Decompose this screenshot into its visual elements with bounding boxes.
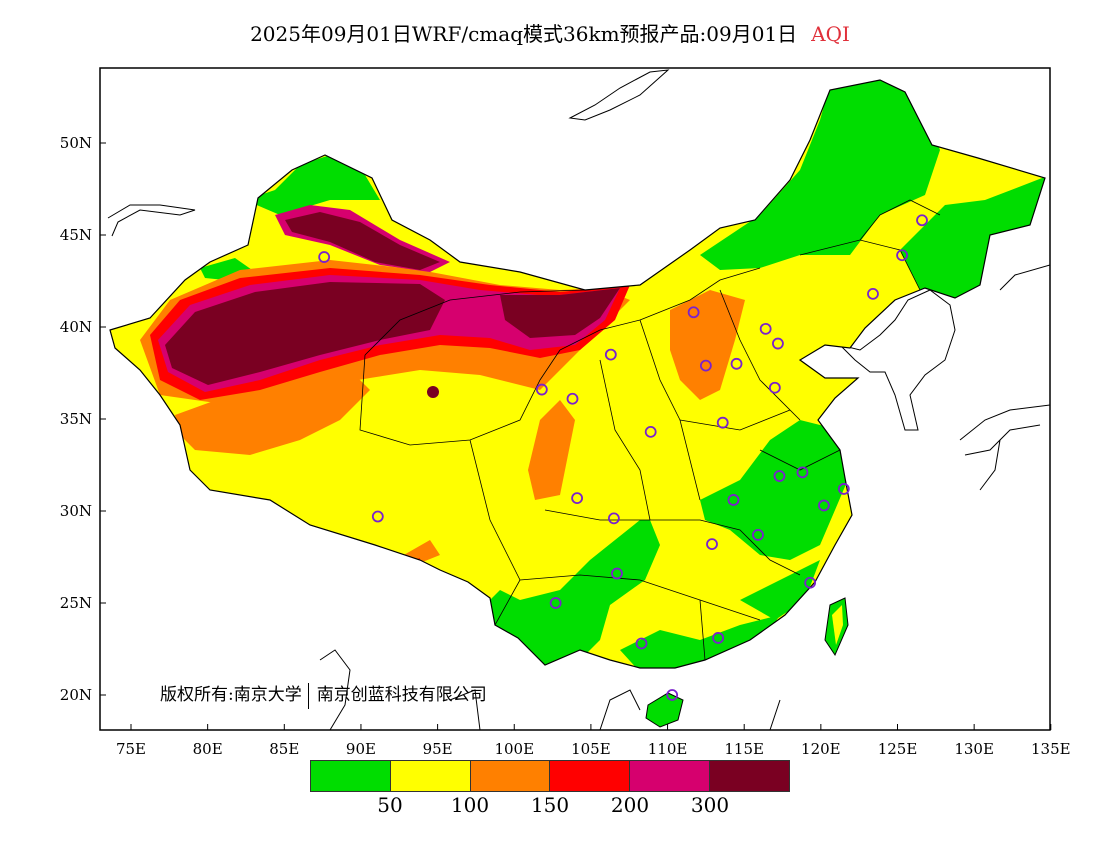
- station-marker: [759, 322, 772, 335]
- map-title: 2025年09月01日WRF/cmaq模式36km预报产品:09月01日 AQI: [0, 18, 1100, 47]
- lat-tick-label: 20N: [60, 686, 92, 704]
- legend-label-2: 100: [450, 793, 490, 817]
- copyright-company: 南京创蓝科技有限公司: [316, 685, 487, 705]
- station-marker: [727, 494, 740, 506]
- station-marker: [867, 287, 879, 300]
- legend-label-1: 50: [377, 793, 403, 817]
- lat-tick-label: 30N: [60, 502, 92, 520]
- legend-label-4: 200: [610, 793, 650, 817]
- green-northwest: [245, 155, 380, 215]
- lat-tick-label: 35N: [60, 410, 92, 428]
- station-marker: [604, 348, 617, 361]
- lon-tick-label: 90E: [346, 740, 376, 758]
- lon-tick-label: 105E: [571, 740, 611, 758]
- station-marker: [549, 597, 562, 609]
- latitude-axis: 50N 45N 40N 35N 30N 25N 20N: [60, 134, 106, 704]
- legend-box-3: [470, 761, 551, 791]
- legend-box-1: [311, 761, 391, 791]
- legend-label-3: 150: [530, 793, 570, 817]
- title-variable: AQI: [811, 22, 850, 46]
- lat-tick-label: 25N: [60, 594, 92, 612]
- station-marker: [666, 689, 679, 701]
- maroon-tarim: [165, 282, 445, 385]
- station-marker: [837, 483, 850, 495]
- station-marker: [687, 306, 700, 319]
- longitude-axis: 75E 80E 85E 90E 95E 100E 105E 110E 115E 120E 125E 1…: [116, 724, 1071, 758]
- orange-central: [528, 400, 575, 500]
- green-northeast: [700, 80, 940, 270]
- station-marker: [371, 510, 384, 523]
- orange-north-central: [670, 290, 745, 400]
- legend-box-6: [710, 761, 789, 791]
- lon-tick-label: 125E: [878, 740, 918, 758]
- station-marker: [818, 499, 830, 512]
- copyright-notice: 版权所有:南京大学 南京创蓝科技有限公司: [160, 680, 487, 709]
- station-marker: [535, 383, 548, 396]
- station-marker: [566, 392, 579, 405]
- green-east: [700, 420, 852, 560]
- station-marker: [716, 416, 729, 429]
- maroon-gobi: [500, 288, 620, 338]
- station-marker: [699, 359, 712, 372]
- lon-tick-label: 115E: [724, 740, 764, 758]
- taiwan-yellow: [832, 605, 843, 645]
- green-south: [620, 615, 780, 668]
- station-marker: [607, 512, 620, 525]
- aqi-legend-bar: [310, 760, 790, 792]
- lon-tick-label: 80E: [193, 740, 223, 758]
- station-markers: [318, 214, 928, 701]
- station-marker: [611, 567, 623, 580]
- china-border: [109, 79, 1046, 669]
- station-marker: [804, 576, 817, 589]
- lon-tick-label: 100E: [494, 740, 534, 758]
- copyright-prefix: 版权所有:南京大学: [160, 685, 302, 705]
- lat-tick-label: 40N: [60, 318, 92, 336]
- station-marker: [768, 381, 781, 394]
- title-main: 2025年09月01日WRF/cmaq模式36km预报产品:09月01日: [250, 22, 798, 46]
- legend-label-5: 300: [690, 793, 730, 817]
- lon-tick-label: 120E: [801, 740, 841, 758]
- station-marker: [916, 214, 928, 227]
- green-southwest: [470, 520, 660, 668]
- station-marker: [318, 251, 331, 263]
- coastlines: [107, 69, 1050, 730]
- station-marker: [752, 529, 764, 541]
- province-borders: [359, 199, 941, 661]
- station-marker: [896, 249, 908, 262]
- copyright-separator: [307, 682, 309, 709]
- lon-tick-label: 95E: [423, 740, 453, 758]
- station-marker: [712, 632, 725, 644]
- station-marker: [773, 470, 786, 482]
- station-marker: [796, 466, 809, 479]
- legend-box-4: [550, 761, 631, 791]
- orange-tibet-north: [175, 370, 370, 455]
- lon-tick-label: 130E: [954, 740, 994, 758]
- lat-tick-label: 45N: [60, 226, 92, 244]
- lon-tick-label: 75E: [116, 740, 146, 758]
- station-marker: [644, 425, 657, 438]
- lat-tick-label: 50N: [60, 134, 92, 152]
- legend-box-2: [390, 761, 471, 791]
- station-marker: [730, 357, 743, 370]
- station-marker: [706, 538, 718, 551]
- station-marker: [635, 637, 648, 650]
- legend-box-5: [630, 761, 711, 791]
- lon-tick-label: 85E: [269, 740, 299, 758]
- maroon-spot: [427, 386, 439, 398]
- lon-tick-label: 135E: [1031, 740, 1071, 758]
- maroon-junggar: [285, 212, 440, 270]
- station-marker: [571, 492, 584, 505]
- station-marker: [772, 337, 784, 350]
- lon-tick-label: 110E: [648, 740, 688, 758]
